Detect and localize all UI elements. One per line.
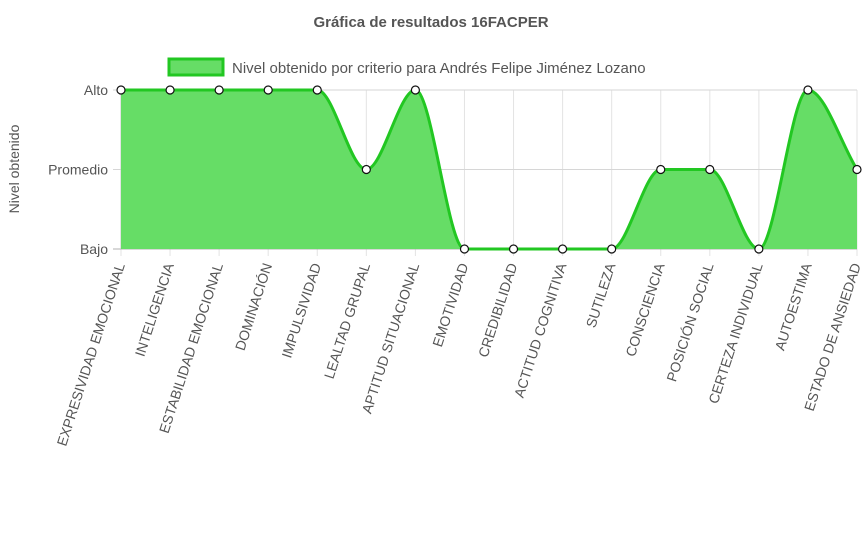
data-point[interactable] (165, 85, 175, 95)
chart-title: Gráfica de resultados 16FACPER (313, 14, 548, 31)
data-point[interactable] (459, 244, 470, 254)
x-axis-ticks: EXPRESIVIDAD EMOCIONAL INTELIGENCIAESTABI… (53, 260, 862, 448)
data-point[interactable] (803, 85, 813, 95)
x-tick-label: CREDIBILIDAD (475, 261, 521, 359)
data-point[interactable] (361, 164, 371, 175)
plot-area (116, 85, 862, 254)
x-tick-label: LEALTAD GRUPAL (321, 261, 374, 381)
y-axis-title: Nivel obtenido (6, 124, 22, 213)
data-point[interactable] (607, 244, 617, 254)
x-tick-label: CONSCIENCIA (622, 260, 667, 358)
data-point[interactable] (263, 85, 273, 95)
x-tick-label: EXPRESIVIDAD EMOCIONAL (53, 261, 127, 448)
series-area (121, 90, 857, 249)
x-tick-label: ACTITUD COGNITIVA (511, 260, 570, 399)
x-tick-label: POSICIÓN SOCIAL (663, 261, 717, 384)
x-tick-label: APTITUD SITUACIONAL (358, 261, 422, 416)
data-point[interactable] (214, 85, 224, 95)
data-point[interactable] (312, 85, 322, 95)
x-tick-label: INTELIGENCIA (132, 260, 177, 358)
y-tick-label: Alto (84, 82, 108, 98)
data-point[interactable] (705, 164, 715, 175)
x-tick-label: EMOTIVIDAD (429, 261, 471, 349)
data-point[interactable] (656, 164, 666, 175)
y-axis-ticks: Bajo Promedio Alto (48, 82, 108, 257)
x-tick-label: DOMINACIÓN (232, 261, 275, 352)
x-tick-label: AUTOESTIMA (772, 260, 815, 352)
data-point[interactable] (557, 244, 568, 254)
data-point[interactable] (410, 85, 420, 95)
x-tick-label: ESTADO DE ANSIEDAD (801, 261, 862, 413)
y-tick-label: Promedio (48, 162, 108, 178)
data-point[interactable] (754, 244, 764, 254)
data-point[interactable] (116, 85, 126, 95)
y-tick-label: Bajo (80, 241, 108, 257)
data-point[interactable] (508, 244, 519, 254)
legend[interactable]: Nivel obtenido por criterio para Andrés … (167, 57, 646, 77)
legend-label: Nivel obtenido por criterio para Andrés … (232, 60, 646, 77)
x-tick-label: IMPULSIVIDAD (278, 261, 324, 360)
data-point[interactable] (852, 164, 862, 175)
x-tick-label: SUTILEZA (583, 260, 619, 329)
legend-swatch[interactable] (167, 57, 225, 77)
x-tick-label: CERTEZA INDIVIDUAL (705, 261, 766, 406)
